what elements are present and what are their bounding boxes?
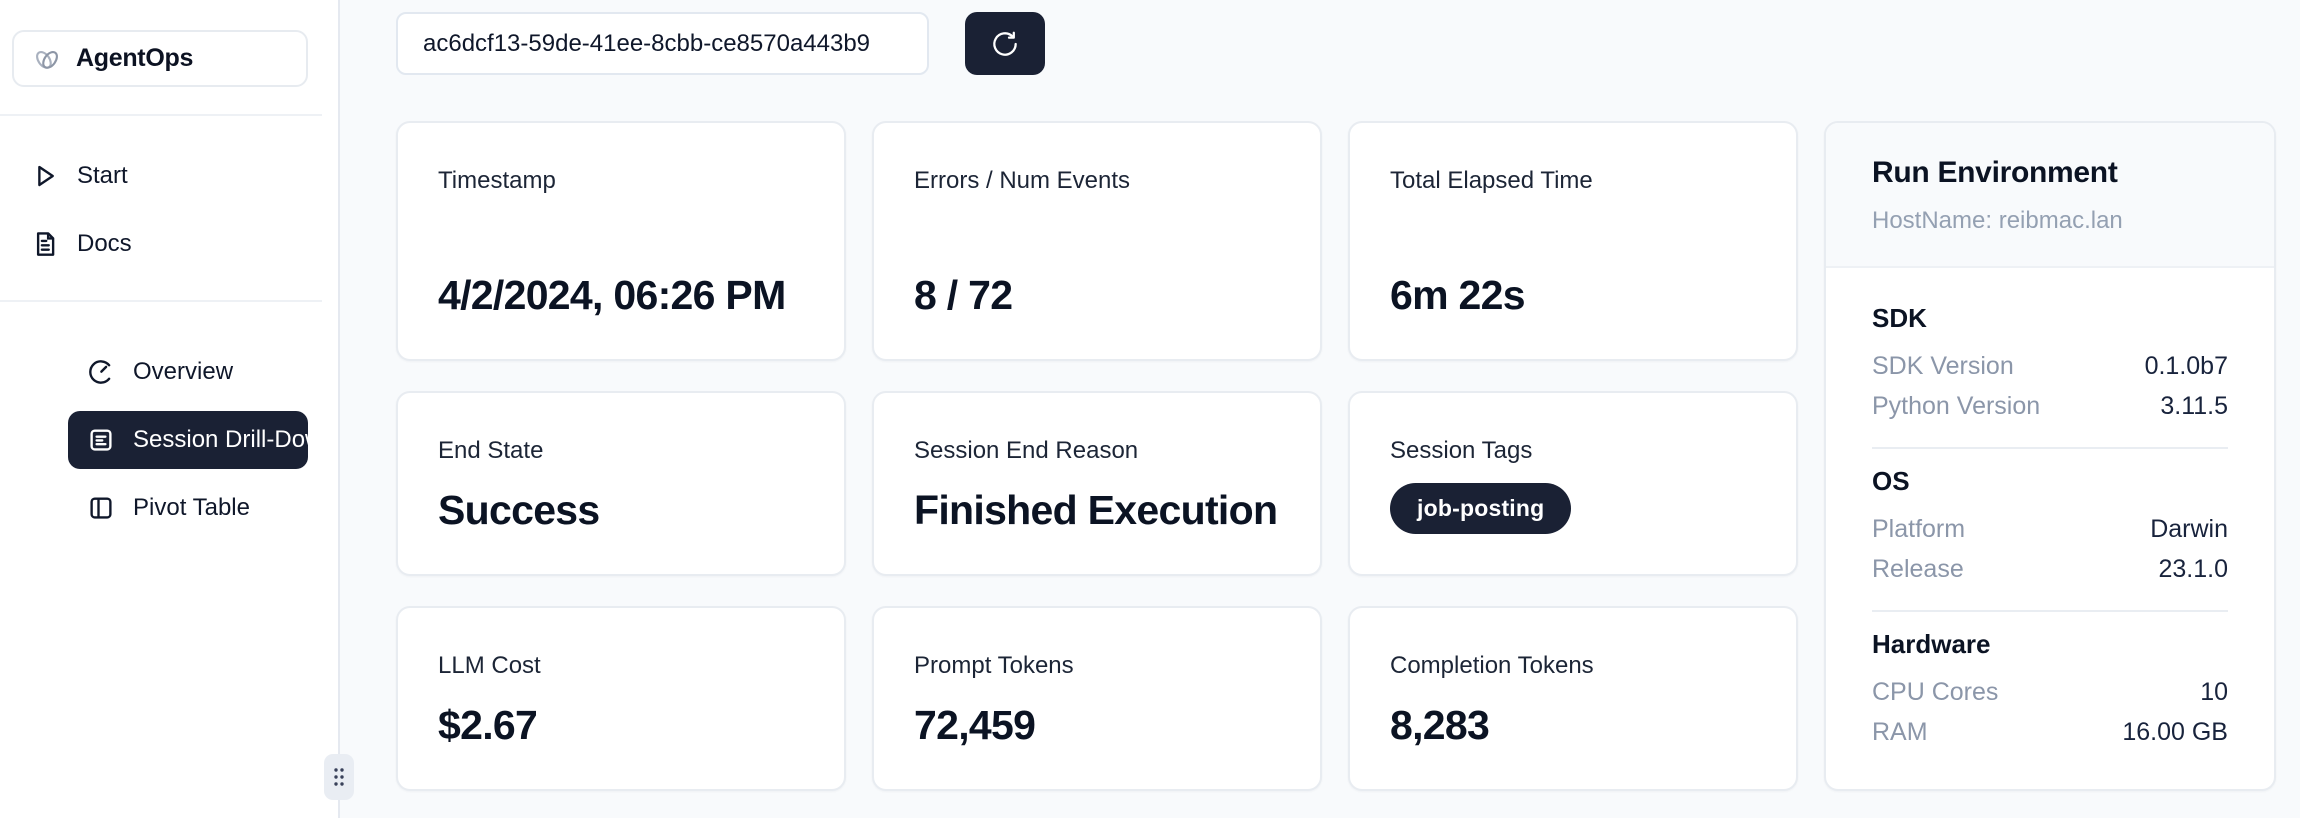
env-row-value: 16.00 GB bbox=[2122, 718, 2228, 746]
env-row-value: Darwin bbox=[2150, 515, 2228, 543]
refresh-icon bbox=[993, 31, 1017, 56]
env-row-label: Release bbox=[1872, 555, 1964, 583]
metric-card-end-state: End State Success bbox=[396, 391, 846, 576]
logo-label: AgentOps bbox=[76, 44, 194, 72]
sidebar-item-session-drill-down[interactable]: Session Drill-Down bbox=[68, 411, 336, 469]
sidebar-divider bbox=[0, 300, 322, 302]
panel-resize-handle[interactable] bbox=[324, 754, 354, 800]
metrics-grid: Timestamp 4/2/2024, 06:26 PM Errors / Nu… bbox=[396, 121, 2300, 791]
card-label: LLM Cost bbox=[438, 652, 541, 679]
sidebar-nav-main: Overview Session Drill-Down bbox=[12, 331, 336, 537]
session-id-input[interactable] bbox=[396, 12, 929, 75]
sidebar-item-label: Pivot Table bbox=[133, 494, 250, 521]
metric-card-prompt-tokens: Prompt Tokens 72,459 bbox=[872, 606, 1322, 791]
env-row: SDK Version 0.1.0b7 bbox=[1872, 346, 2228, 386]
env-row-value: 0.1.0b7 bbox=[2144, 352, 2228, 380]
card-value: $2.67 bbox=[438, 701, 538, 748]
env-row: CPU Cores 10 bbox=[1872, 672, 2228, 712]
session-list-icon bbox=[86, 425, 116, 455]
gauge-icon bbox=[86, 357, 116, 387]
card-value: 8 / 72 bbox=[914, 271, 1013, 318]
run-environment-body: SDK SDK Version 0.1.0b7 Python Version 3… bbox=[1826, 268, 2274, 789]
sidebar-item-start[interactable]: Start bbox=[12, 147, 308, 205]
run-environment-panel: Run Environment HostName: reibmac.lan SD… bbox=[1824, 121, 2276, 791]
metric-card-total-elapsed-time: Total Elapsed Time 6m 22s bbox=[1348, 121, 1798, 361]
card-label: Errors / Num Events bbox=[914, 167, 1131, 194]
env-row-label: SDK Version bbox=[1872, 352, 2014, 380]
card-label: Total Elapsed Time bbox=[1390, 167, 1593, 194]
sidebar-item-pivot-table[interactable]: Pivot Table bbox=[68, 479, 308, 537]
card-value: 6m 22s bbox=[1390, 271, 1526, 318]
env-row-label: Platform bbox=[1872, 515, 1966, 543]
sidebar-item-overview[interactable]: Overview bbox=[68, 343, 308, 401]
card-label: Session Tags bbox=[1390, 437, 1533, 464]
card-label: Timestamp bbox=[438, 167, 556, 194]
env-row: Release 23.1.0 bbox=[1872, 549, 2228, 589]
metric-card-errors-num-events: Errors / Num Events 8 / 72 bbox=[872, 121, 1322, 361]
env-section-heading-sdk: SDK bbox=[1872, 303, 1927, 333]
card-label: Prompt Tokens bbox=[914, 652, 1074, 679]
card-value: 8,283 bbox=[1390, 701, 1490, 748]
card-value: Success bbox=[438, 486, 600, 533]
env-row-value: 23.1.0 bbox=[2158, 555, 2228, 583]
env-row-value: 10 bbox=[2200, 678, 2228, 706]
env-section-heading-hardware: Hardware bbox=[1872, 629, 1991, 659]
play-icon bbox=[30, 161, 60, 191]
card-label: Completion Tokens bbox=[1390, 652, 1594, 679]
document-icon bbox=[30, 229, 60, 259]
sidebar-item-label: Start bbox=[77, 162, 128, 189]
card-value: 4/2/2024, 06:26 PM bbox=[438, 271, 786, 318]
env-section-heading-os: OS bbox=[1872, 466, 1910, 496]
card-value: Finished Execution bbox=[914, 486, 1278, 533]
logo[interactable]: AgentOps bbox=[12, 30, 308, 87]
env-row: Python Version 3.11.5 bbox=[1872, 386, 2228, 426]
metric-card-timestamp: Timestamp 4/2/2024, 06:26 PM bbox=[396, 121, 846, 361]
sidebar-item-docs[interactable]: Docs bbox=[12, 215, 308, 273]
drag-dots-icon bbox=[334, 768, 344, 786]
card-label: End State bbox=[438, 437, 544, 464]
sidebar-item-label: Docs bbox=[77, 230, 132, 257]
agentops-logo-icon bbox=[32, 44, 62, 74]
hostname-text: HostName: reibmac.lan bbox=[1872, 207, 2123, 234]
sidebar-nav-top: Start Docs bbox=[12, 147, 308, 273]
env-row-value: 3.11.5 bbox=[2160, 392, 2228, 420]
env-row-label: RAM bbox=[1872, 718, 1928, 746]
metric-card-session-end-reason: Session End Reason Finished Execution bbox=[872, 391, 1322, 576]
session-toolbar bbox=[396, 12, 2300, 75]
card-value: 72,459 bbox=[914, 701, 1036, 748]
env-row: RAM 16.00 GB bbox=[1872, 712, 2228, 752]
sidebar-divider bbox=[0, 114, 322, 116]
metric-card-completion-tokens: Completion Tokens 8,283 bbox=[1348, 606, 1798, 791]
env-row: Platform Darwin bbox=[1872, 509, 2228, 549]
metric-card-llm-cost: LLM Cost $2.67 bbox=[396, 606, 846, 791]
card-label: Session End Reason bbox=[914, 437, 1139, 464]
env-row-label: Python Version bbox=[1872, 392, 2041, 420]
sidebar: AgentOps Start bbox=[0, 0, 354, 818]
metric-card-session-tags: Session Tags job-posting bbox=[1348, 391, 1798, 576]
sidebar-item-label: Session Drill-Down bbox=[133, 426, 336, 453]
env-row-label: CPU Cores bbox=[1872, 678, 1999, 706]
env-section-divider bbox=[1872, 447, 2228, 449]
session-tag-badge: job-posting bbox=[1390, 483, 1572, 534]
split-panel-icon bbox=[86, 493, 116, 523]
sidebar-item-label: Overview bbox=[133, 358, 234, 385]
env-section-divider bbox=[1872, 610, 2228, 612]
run-environment-header: Run Environment HostName: reibmac.lan bbox=[1826, 123, 2274, 268]
main-content: Timestamp 4/2/2024, 06:26 PM Errors / Nu… bbox=[340, 0, 2300, 818]
refresh-button[interactable] bbox=[965, 12, 1045, 75]
run-environment-title: Run Environment bbox=[1872, 156, 2118, 189]
